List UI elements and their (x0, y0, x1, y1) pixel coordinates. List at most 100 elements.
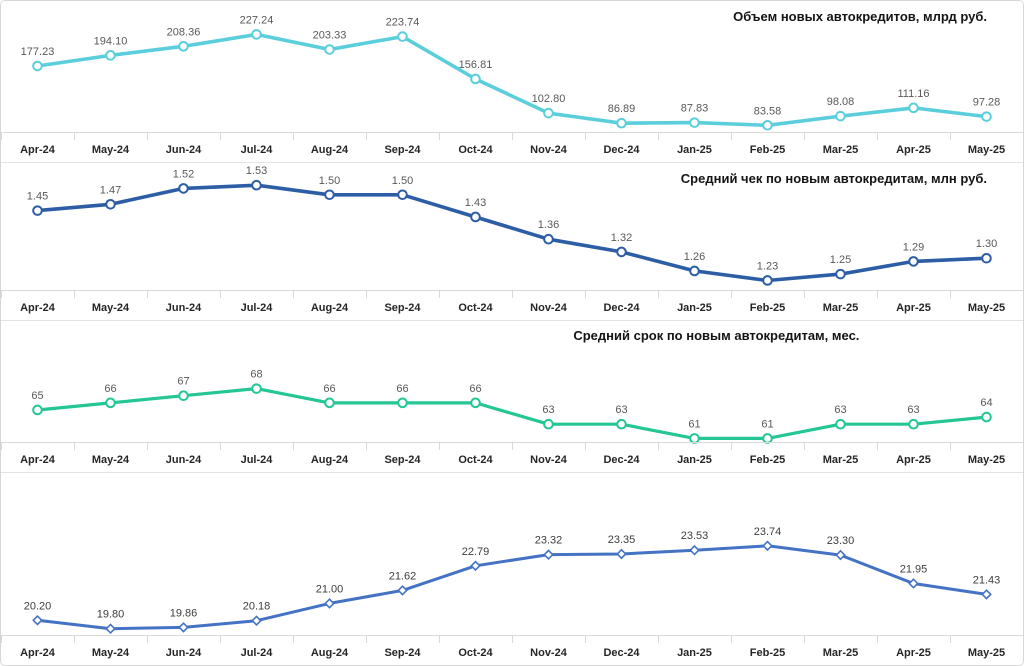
x-axis-tick (1, 133, 2, 140)
x-axis-label: Jun-24 (165, 646, 202, 659)
x-axis-label: Feb-25 (749, 646, 786, 659)
x-axis-tick (658, 133, 659, 140)
series-line (35, 32, 989, 128)
data-point-label: 21.43 (973, 574, 1001, 586)
x-axis-label: Jan-25 (677, 453, 712, 466)
x-axis-label: Jun-24 (165, 301, 202, 314)
data-point-label: 86.89 (608, 103, 636, 115)
data-point-marker (324, 189, 335, 201)
x-axis-tick (366, 443, 367, 450)
data-point-marker (178, 622, 189, 633)
data-point-marker (105, 397, 116, 409)
x-axis-label: Apr-25 (896, 453, 931, 466)
x-axis-tick (293, 133, 294, 140)
data-point-marker (397, 585, 408, 596)
x-axis-label: Apr-24 (20, 143, 55, 156)
data-point-marker (908, 102, 919, 114)
x-axis-label: Dec-24 (603, 143, 640, 156)
data-point-label: 61 (761, 418, 773, 430)
data-point-marker (32, 60, 43, 72)
data-point-label: 1.29 (903, 241, 924, 253)
x-axis-label: Sep-24 (384, 453, 421, 466)
data-point-marker (762, 120, 773, 131)
x-axis-tick (804, 443, 805, 450)
data-point-label: 23.74 (754, 526, 782, 538)
data-point-label: 63 (907, 404, 919, 416)
x-axis-tick (950, 636, 951, 643)
x-axis-tick (731, 443, 732, 450)
data-point-marker (32, 614, 43, 626)
x-axis-tick (512, 443, 513, 450)
series-line (35, 183, 989, 283)
data-point-marker (543, 107, 554, 119)
data-point-label: 63 (615, 404, 627, 416)
data-point-label: 227.24 (240, 14, 274, 26)
data-point-label: 66 (396, 383, 408, 395)
data-point-label: 66 (104, 383, 116, 395)
chart-title-new-loans-volume: Объем новых автокредитов, млрд руб. (733, 9, 987, 24)
x-axis-label: May-25 (967, 301, 1006, 314)
x-axis-tick (950, 133, 951, 140)
x-axis-label: Jan-25 (677, 301, 712, 314)
x-axis-tick (74, 133, 75, 140)
data-point-marker (178, 41, 189, 52)
data-point-label: 97.28 (973, 97, 1001, 109)
x-axis-tick (585, 443, 586, 450)
data-point-label: 1.53 (246, 165, 267, 177)
x-axis-label: Jul-24 (240, 143, 273, 156)
x-axis-label: Jul-24 (240, 301, 273, 314)
x-axis-tick (877, 443, 878, 450)
x-axis-label: Oct-24 (458, 453, 493, 466)
x-axis-label: Feb-25 (749, 143, 786, 156)
x-axis-label: Nov-24 (530, 453, 567, 466)
data-point-marker (105, 623, 116, 635)
data-point-label: 20.18 (243, 601, 271, 613)
data-point-label: 203.33 (313, 30, 347, 42)
x-axis-tick (585, 133, 586, 140)
data-point-marker (543, 418, 554, 430)
x-axis-label: Mar-25 (822, 453, 859, 466)
chart-panel-4: 20.20 19.80 19.86 20.18 21.00 21.62 22.79 23.32… (1, 473, 1023, 665)
data-point-label: 87.83 (681, 103, 709, 115)
data-point-marker (178, 390, 189, 402)
x-axis-label: Feb-25 (749, 301, 786, 314)
data-point-marker (616, 246, 627, 258)
x-axis-label: Sep-24 (384, 301, 421, 314)
data-point-label: 1.25 (830, 254, 851, 266)
data-point-marker (397, 397, 408, 409)
x-axis-tick (366, 636, 367, 643)
data-point-label: 1.36 (538, 219, 559, 231)
x-axis-tick (731, 636, 732, 643)
data-point-label: 19.86 (170, 607, 198, 619)
x-axis-label: Apr-25 (896, 301, 931, 314)
data-point-marker (105, 50, 116, 61)
x-axis-tick (220, 133, 221, 140)
data-point-label: 1.32 (611, 232, 632, 244)
x-axis-tick (147, 443, 148, 450)
x-axis-label: Apr-24 (20, 646, 55, 659)
x-axis-tick (658, 636, 659, 643)
data-point-label: 1.50 (319, 175, 340, 187)
data-point-marker (908, 418, 919, 430)
data-point-label: 1.47 (100, 184, 121, 196)
data-point-label: 65 (31, 390, 43, 402)
x-axis-label: Jun-24 (165, 453, 202, 466)
x-axis-label: Aug-24 (310, 453, 349, 466)
line-chart-average-term: 65 66 67 68 66 66 66 63 63 61 61 63 63 64 (31, 369, 993, 444)
data-point-marker (616, 117, 627, 129)
x-axis-tick (877, 636, 878, 643)
x-axis-tick (74, 636, 75, 643)
x-axis-label: Dec-24 (603, 301, 640, 314)
data-point-label: 102.80 (532, 93, 566, 105)
x-axis-label: Nov-24 (530, 301, 567, 314)
data-point-label: 177.23 (21, 46, 55, 58)
x-axis-tick (731, 291, 732, 298)
data-point-marker (981, 411, 992, 423)
data-point-label: 1.45 (27, 191, 48, 203)
x-axis-label: Dec-24 (603, 646, 640, 659)
data-point-marker (835, 110, 846, 122)
data-point-label: 19.80 (97, 609, 125, 621)
data-point-marker (835, 268, 846, 280)
x-axis-label: May-25 (967, 453, 1006, 466)
